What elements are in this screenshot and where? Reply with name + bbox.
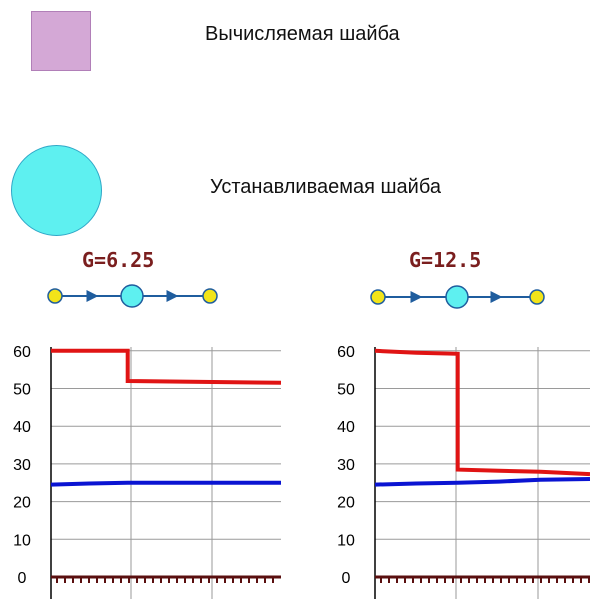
chart-right: 0 10 20 30 40 50 60 [337, 344, 590, 599]
flow-label-left: G=6.25 [82, 248, 155, 272]
washer-node [120, 284, 144, 308]
calculated-washer-label: Вычисляемая шайба [205, 23, 400, 45]
y-tick-label: 0 [342, 570, 351, 587]
y-tick-label: 20 [13, 495, 31, 512]
pipe-node [202, 288, 218, 304]
y-tick-label: 50 [337, 382, 355, 399]
series-line-red [51, 348, 282, 385]
y-tick-label: 20 [337, 495, 355, 512]
set-washer-label: Устанавливаемая шайба [210, 176, 441, 198]
flow-scheme-right [370, 285, 545, 309]
y-tick-label: 60 [13, 344, 31, 361]
series-line-blue [374, 477, 590, 487]
pipe-node [47, 288, 63, 304]
y-tick-label: 60 [337, 344, 355, 361]
y-tick-label: 40 [337, 419, 355, 436]
set-washer-swatch [11, 145, 102, 236]
washer-node [445, 285, 469, 309]
y-tick-label: 10 [13, 532, 31, 549]
flow-label-right: G=12.5 [409, 248, 482, 272]
calculated-washer-swatch [31, 11, 91, 71]
y-tick-label: 0 [18, 570, 27, 587]
y-tick-label: 10 [337, 532, 355, 549]
series-line-blue [50, 480, 281, 487]
y-tick-label: 50 [13, 382, 31, 399]
flow-scheme-left [47, 284, 218, 308]
y-tick-label: 30 [13, 457, 31, 474]
y-tick-label: 40 [13, 419, 31, 436]
y-tick-label: 30 [337, 457, 355, 474]
chart-left: 0 10 20 30 40 50 60 [13, 344, 282, 599]
pipe-node [370, 289, 386, 305]
series-line-red [374, 348, 590, 477]
pipe-node [529, 289, 545, 305]
